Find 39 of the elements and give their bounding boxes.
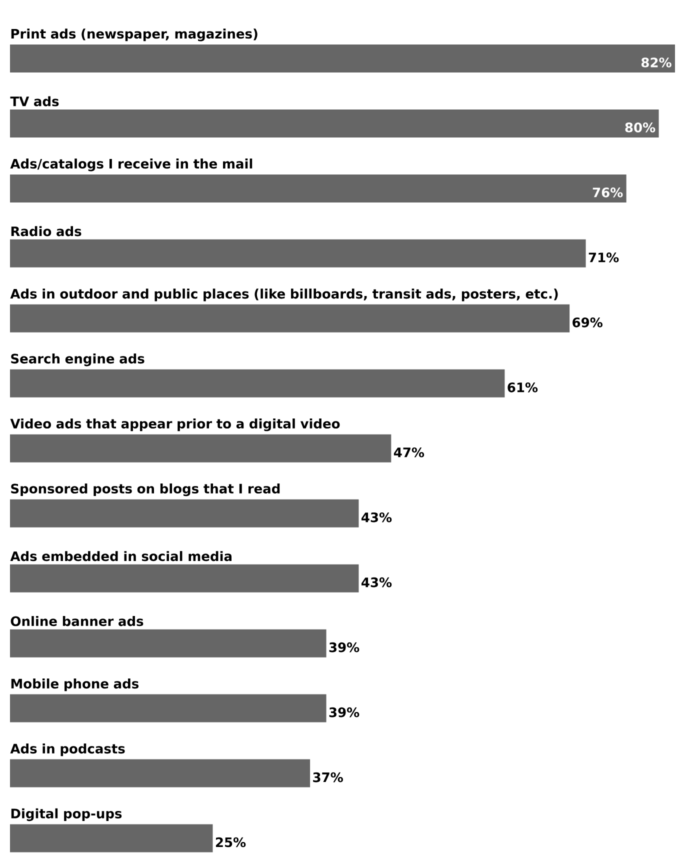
data-label: 82%	[641, 58, 672, 68]
y-tick-label: Mobile phone ads	[11, 678, 139, 692]
data-label: 43%	[362, 577, 392, 588]
data-label: 80%	[625, 122, 656, 132]
bar	[10, 369, 505, 398]
bar	[10, 44, 676, 72]
bar	[10, 564, 359, 592]
bar	[10, 174, 626, 202]
data-label: 39%	[329, 642, 360, 652]
bar	[10, 824, 213, 852]
y-tick-label: Ads embedded in social media	[10, 551, 232, 562]
y-tick-label: Search engine ads	[11, 354, 144, 366]
y-tick-label: Digital pop-ups	[11, 808, 122, 822]
data-label: 69%	[572, 317, 602, 328]
y-tick-label: Ads/catalogs I receive in the mail	[10, 158, 252, 172]
data-label: 61%	[508, 382, 538, 392]
bar	[10, 759, 310, 788]
y-tick-label: Radio ads	[11, 226, 82, 236]
data-label: 47%	[394, 447, 424, 458]
bar	[10, 499, 359, 528]
data-label: 76%	[592, 188, 623, 198]
y-tick-label: TV ads	[10, 96, 59, 106]
bar	[10, 434, 392, 462]
bar	[10, 694, 326, 722]
y-tick-label: Online banner ads	[10, 616, 144, 626]
y-tick-label: Video ads that appear prior to a digital video	[10, 418, 340, 432]
y-tick-label: Sponsored posts on blogs that I read	[11, 483, 280, 496]
y-tick-label: Ads in outdoor and public places (like billboards, transit ads, posters, etc.)	[10, 288, 558, 302]
bar	[10, 109, 659, 138]
data-label: 25%	[216, 837, 246, 848]
bar	[10, 629, 326, 658]
data-label: 37%	[313, 772, 343, 782]
y-tick-label: Print ads (newspaper, magazines)	[11, 28, 258, 42]
data-label: 71%	[588, 252, 619, 262]
y-tick-label: Ads in podcasts	[10, 743, 125, 756]
data-label: 43%	[362, 512, 392, 522]
bar	[10, 304, 570, 332]
data-label: 39%	[329, 707, 360, 718]
bar	[10, 239, 586, 268]
